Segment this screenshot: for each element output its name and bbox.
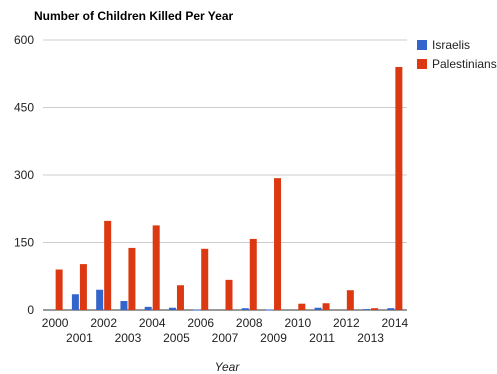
bars	[55, 67, 403, 311]
x-axis-label: Year	[215, 360, 241, 374]
y-tick-label: 450	[14, 101, 34, 115]
bar-palestinians-2013[interactable]	[371, 308, 379, 310]
legend-label-palestinians[interactable]: Palestinians	[432, 57, 497, 71]
y-tick-label: 300	[14, 168, 34, 182]
y-tick-label: 150	[14, 236, 34, 250]
bar-palestinians-2003[interactable]	[128, 247, 136, 310]
bar-israelis-2002[interactable]	[96, 289, 104, 310]
bar-israelis-2003[interactable]	[120, 301, 128, 310]
y-tick-label: 600	[14, 33, 34, 47]
x-tick-label: 2011	[309, 331, 335, 345]
x-tick-label: 2014	[382, 316, 409, 330]
x-axis-ticks: 2000200120022003200420052006200720082009…	[42, 316, 409, 345]
gridlines	[43, 39, 407, 311]
chart-title: Number of Children Killed Per Year	[34, 9, 233, 23]
bar-israelis-2005[interactable]	[168, 307, 176, 310]
bar-palestinians-2010[interactable]	[298, 303, 306, 310]
bar-palestinians-2000[interactable]	[55, 269, 63, 311]
bar-israelis-2014[interactable]	[387, 308, 395, 310]
x-tick-label: 2001	[66, 331, 93, 345]
x-tick-label: 2012	[333, 316, 360, 330]
bar-palestinians-2007[interactable]	[225, 279, 233, 310]
x-tick-label: 2002	[90, 316, 117, 330]
x-tick-label: 2005	[163, 331, 190, 345]
x-tick-label: 2004	[139, 316, 166, 330]
y-tick-label: 0	[27, 303, 34, 317]
x-tick-label: 2013	[357, 331, 384, 345]
bar-palestinians-2005[interactable]	[176, 285, 184, 310]
legend-swatch-israelis[interactable]	[417, 40, 427, 50]
bar-israelis-2011[interactable]	[314, 307, 322, 310]
bar-palestinians-2004[interactable]	[152, 225, 160, 310]
legend-swatch-palestinians[interactable]	[417, 59, 427, 69]
bar-israelis-2001[interactable]	[71, 294, 79, 310]
bar-israelis-2006[interactable]	[193, 309, 201, 311]
x-tick-label: 2000	[42, 316, 69, 330]
bar-israelis-2013[interactable]	[363, 309, 371, 311]
bar-palestinians-2014[interactable]	[395, 67, 403, 310]
bar-palestinians-2012[interactable]	[346, 290, 354, 310]
bar-palestinians-2001[interactable]	[79, 264, 87, 310]
x-tick-label: 2010	[284, 316, 311, 330]
bar-palestinians-2008[interactable]	[249, 238, 257, 310]
x-tick-label: 2007	[212, 331, 239, 345]
bar-israelis-2008[interactable]	[241, 308, 249, 310]
bar-palestinians-2009[interactable]	[274, 178, 282, 310]
x-tick-label: 2009	[260, 331, 287, 345]
bar-palestinians-2002[interactable]	[104, 220, 112, 310]
x-tick-label: 2003	[115, 331, 142, 345]
legend[interactable]: Israelis Palestinians	[417, 38, 497, 71]
bar-israelis-2004[interactable]	[144, 306, 152, 310]
bar-israelis-2009[interactable]	[266, 309, 274, 311]
x-tick-label: 2006	[187, 316, 214, 330]
legend-label-israelis[interactable]: Israelis	[432, 38, 470, 52]
bar-palestinians-2006[interactable]	[201, 248, 209, 310]
y-axis-ticks: 0 150 300 450 600	[14, 33, 34, 317]
x-tick-label: 2008	[236, 316, 263, 330]
bar-palestinians-2011[interactable]	[322, 303, 330, 310]
